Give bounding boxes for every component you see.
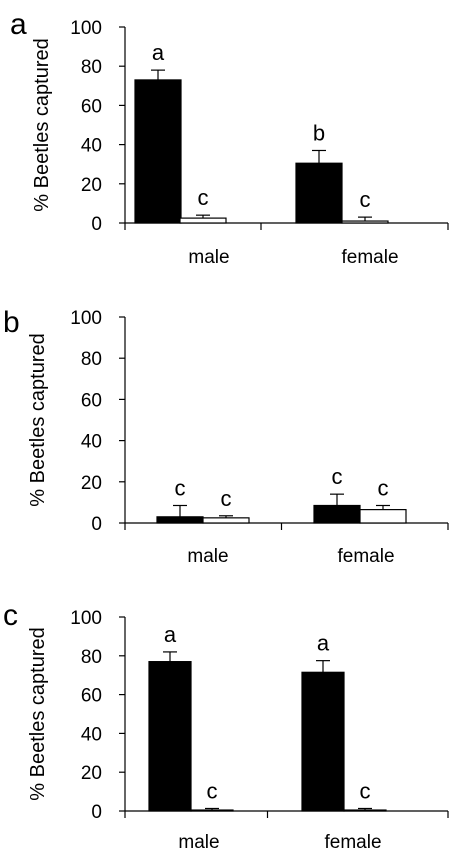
bar-male-series-2 (190, 809, 234, 812)
significance-letter: c (175, 475, 186, 500)
significance-letter: c (207, 778, 218, 803)
bar-male-series-1 (134, 79, 182, 224)
significance-letter: c (360, 187, 371, 212)
significance-letter: a (317, 631, 330, 656)
y-tick-label: 60 (81, 686, 102, 707)
y-tick-label: 100 (70, 608, 102, 629)
y-tick-label: 20 (81, 763, 102, 784)
significance-letter: b (313, 120, 325, 145)
y-tick-label: 40 (81, 724, 102, 745)
bar-female-series-2 (343, 809, 387, 812)
y-axis-label: % Beetles captured (31, 38, 53, 211)
bar-female-series-1 (313, 504, 361, 524)
significance-letter: a (164, 622, 177, 647)
y-tick-label: 20 (81, 473, 102, 494)
y-tick-label: 100 (70, 308, 102, 329)
panel-label-a: a (10, 8, 27, 41)
x-tick-label-male: male (188, 247, 229, 268)
y-tick-label: 20 (81, 175, 102, 196)
x-tick-label-female: female (341, 247, 398, 268)
bar-female-series-2 (341, 220, 389, 224)
y-tick-label: 60 (81, 96, 102, 117)
y-tick-label: 100 (70, 18, 102, 39)
significance-letter: c (378, 475, 389, 500)
significance-letter: c (360, 778, 371, 803)
bar-female-series-2 (359, 509, 407, 524)
y-tick-label: 40 (81, 432, 102, 453)
bar-male-series-1 (148, 661, 192, 812)
significance-letter: a (152, 40, 165, 65)
y-tick-label: 0 (91, 514, 102, 535)
y-tick-label: 60 (81, 390, 102, 411)
y-tick-label: 0 (91, 214, 102, 235)
bar-male-series-2 (179, 217, 227, 224)
y-tick-label: 40 (81, 136, 102, 157)
x-tick-label-female: female (324, 832, 381, 853)
y-tick-label: 80 (81, 57, 102, 78)
panel-label-c: c (3, 599, 18, 632)
significance-letter: c (221, 486, 232, 511)
x-tick-label-male: male (178, 832, 219, 853)
bar-male-series-2 (202, 517, 250, 524)
panel-label-b: b (3, 306, 20, 339)
significance-letter: c (198, 185, 209, 210)
y-tick-label: 80 (81, 349, 102, 370)
bar-male-series-1 (156, 516, 204, 524)
bar-female-series-1 (301, 671, 345, 812)
y-tick-label: 80 (81, 647, 102, 668)
y-tick-label: 0 (91, 802, 102, 823)
bar-female-series-1 (295, 162, 343, 224)
y-axis-label: % Beetles captured (27, 333, 49, 506)
y-axis-label: % Beetles captured (27, 627, 49, 800)
x-tick-label-male: male (187, 546, 228, 567)
x-tick-label-female: female (337, 546, 394, 567)
significance-letter: c (332, 464, 343, 489)
